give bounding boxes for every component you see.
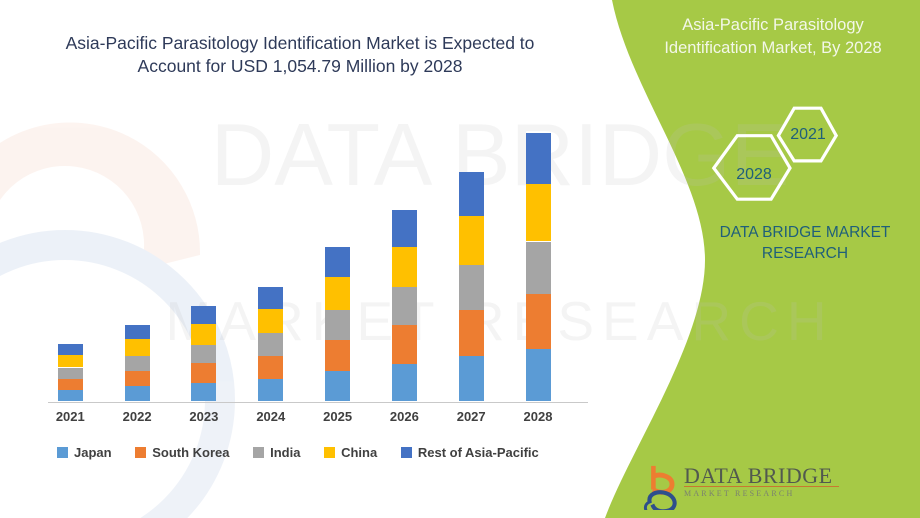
svg-text:2021: 2021 (790, 126, 826, 143)
svg-text:2028: 2028 (736, 166, 772, 183)
